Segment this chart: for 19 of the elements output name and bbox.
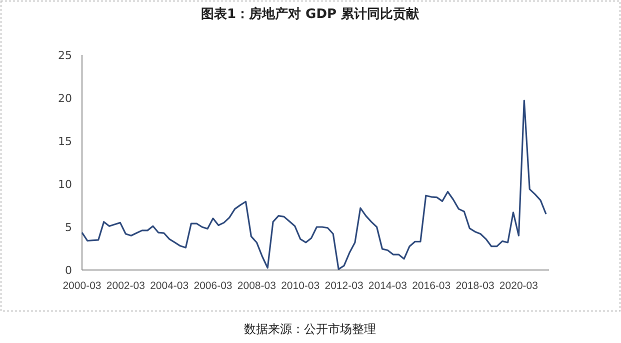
x-tick-label: 2000-03 [62, 280, 102, 292]
y-tick-label: 0 [65, 264, 72, 277]
chart-title: 图表1：房地产对 GDP 累计同比贡献 [200, 6, 420, 22]
y-tick-label: 10 [58, 178, 72, 191]
x-tick-label: 2006-03 [194, 280, 232, 292]
y-tick-label: 25 [58, 49, 72, 62]
source-note: 数据来源：公开市场整理 [244, 322, 376, 336]
x-tick-label: 2004-03 [150, 280, 189, 292]
y-tick-label: 5 [65, 221, 72, 234]
y-tick-label: 20 [58, 92, 72, 105]
x-tick-label: 2010-03 [281, 280, 320, 292]
x-tick-label: 2012-03 [324, 280, 364, 292]
x-tick-label: 2020-03 [499, 280, 538, 292]
x-tick-label: 2016-03 [412, 280, 451, 292]
y-tick-label: 15 [58, 135, 72, 148]
x-tick-label: 2002-03 [106, 280, 146, 292]
x-tick-label: 2008-03 [237, 280, 276, 292]
x-tick-label: 2018-03 [456, 280, 494, 292]
x-tick-label: 2014-03 [368, 280, 408, 292]
